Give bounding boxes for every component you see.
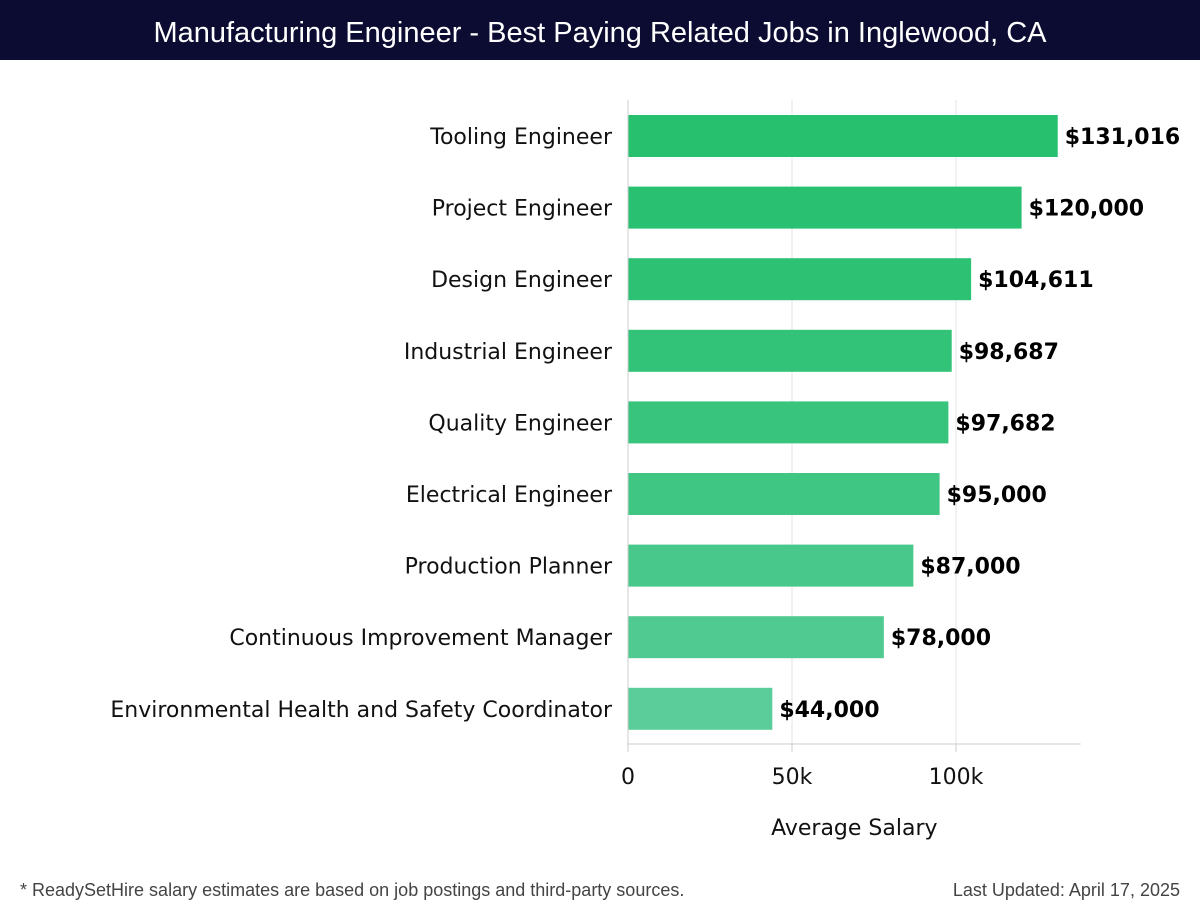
value-label-1: $120,000 xyxy=(1029,197,1145,222)
value-label-6: $87,000 xyxy=(920,555,1020,580)
category-label-4: Quality Engineer xyxy=(428,411,613,436)
category-label-3: Industrial Engineer xyxy=(404,340,613,365)
bar-7 xyxy=(628,616,884,659)
bar-8 xyxy=(628,687,773,730)
bar-6 xyxy=(628,544,914,587)
x-tick-label-50k: 50k xyxy=(772,765,813,790)
value-label-8: $44,000 xyxy=(779,698,879,723)
title-bar xyxy=(0,0,1200,60)
category-label-6: Production Planner xyxy=(405,555,613,580)
category-label-5: Electrical Engineer xyxy=(406,483,613,508)
footnote: * ReadySetHire salary estimates are base… xyxy=(20,880,685,900)
value-label-2: $104,611 xyxy=(978,268,1094,293)
value-label-5: $95,000 xyxy=(947,483,1047,508)
category-label-1: Project Engineer xyxy=(432,197,613,222)
bar-4 xyxy=(628,401,949,444)
bar-0 xyxy=(628,115,1058,157)
value-label-7: $78,000 xyxy=(891,626,991,651)
bar-1 xyxy=(628,186,1022,229)
value-label-3: $98,687 xyxy=(959,340,1059,365)
bar-chart: Tooling Engineer $131,016 Project Engineer… xyxy=(110,100,1181,841)
category-label-2: Design Engineer xyxy=(431,268,613,293)
category-label-0: Tooling Engineer xyxy=(429,125,613,150)
category-label-7: Continuous Improvement Manager xyxy=(229,626,613,651)
x-axis-title: Average Salary xyxy=(771,816,937,841)
value-label-4: $97,682 xyxy=(955,411,1055,436)
bar-5 xyxy=(628,473,940,515)
bar-2 xyxy=(628,258,972,301)
value-label-0: $131,016 xyxy=(1065,125,1181,150)
chart-title: Manufacturing Engineer - Best Paying Rel… xyxy=(153,17,1047,49)
x-tick-label-0: 0 xyxy=(621,765,635,790)
last-updated: Last Updated: April 17, 2025 xyxy=(952,880,1180,900)
x-tick-label-100k: 100k xyxy=(929,765,984,790)
bar-3 xyxy=(628,329,952,372)
category-label-8: Environmental Health and Safety Coordina… xyxy=(110,698,613,723)
